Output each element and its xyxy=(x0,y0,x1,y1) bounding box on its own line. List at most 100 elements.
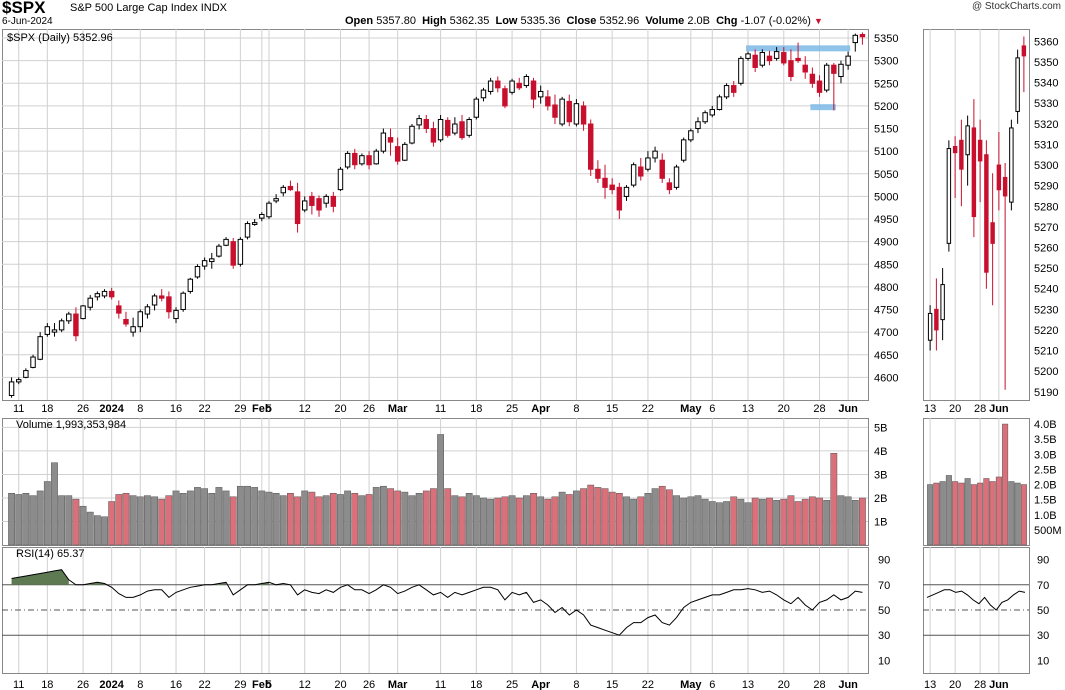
inset-price-tick-label: 5280 xyxy=(1034,201,1058,213)
volume-bar xyxy=(22,493,30,546)
date-tick-label: 28 xyxy=(813,403,825,415)
inset-price-candle-body xyxy=(984,154,989,273)
inset-price-candle-body xyxy=(940,284,945,321)
inset-price-tick-label: 5340 xyxy=(1034,78,1058,90)
volume-label: Volume xyxy=(645,15,685,27)
price-candle-body xyxy=(394,146,401,162)
volume-bar xyxy=(129,495,137,546)
inset-volume-bar xyxy=(952,481,959,546)
volume-bar xyxy=(8,493,15,546)
date-tick-label: Jun xyxy=(838,679,858,690)
price-candle-body xyxy=(752,54,758,68)
inset-volume-bar xyxy=(958,482,965,546)
price-candle-body xyxy=(423,118,429,130)
date-tick-label: 25 xyxy=(506,679,518,690)
price-candle-body xyxy=(337,168,344,191)
volume-bar xyxy=(751,497,759,546)
price-candle-body xyxy=(666,182,673,191)
volume-bar xyxy=(573,490,580,546)
price-candle-body xyxy=(452,123,458,134)
date-tick-label: 22 xyxy=(199,403,211,415)
price-candle-body xyxy=(194,266,201,278)
inset-price-tick-label: 5270 xyxy=(1034,222,1058,234)
volume-bar xyxy=(587,484,595,546)
volume-bar xyxy=(43,481,51,546)
chart-date: 6-Jun-2024 xyxy=(2,16,53,27)
volume-bar xyxy=(101,516,108,546)
volume-bar xyxy=(630,498,638,546)
date-tick-label: Feb xyxy=(252,679,272,690)
price-candle-body xyxy=(302,200,308,211)
inset-volume-tick-label: 500M xyxy=(1034,525,1062,537)
inset-price-tick-label: 5290 xyxy=(1034,181,1058,193)
price-candle-body xyxy=(638,166,644,177)
low-value: 5335.36 xyxy=(520,15,561,27)
date-tick-label: 22 xyxy=(642,403,654,415)
date-tick-label: May xyxy=(680,403,702,415)
volume-bar xyxy=(637,496,645,546)
stockcharts-credit[interactable]: @ StockCharts.com xyxy=(971,1,1061,12)
date-tick-label: 8 xyxy=(573,403,579,415)
price-candle-body xyxy=(237,238,244,265)
price-candle-body xyxy=(537,90,544,98)
inset-price-candle-body xyxy=(996,164,1002,191)
volume-bar xyxy=(658,485,666,546)
volume-bar xyxy=(337,494,344,546)
price-tick-label: 5150 xyxy=(874,124,898,136)
security-name: S&P 500 Large Cap Index INDX xyxy=(70,2,227,14)
price-candle-body xyxy=(209,258,215,263)
price-candle-body xyxy=(766,55,773,62)
price-candle-body xyxy=(731,85,737,93)
price-candle-body xyxy=(387,137,394,143)
price-candle-body xyxy=(409,125,415,144)
date-tick-label: 20 xyxy=(778,679,790,690)
volume-bar xyxy=(372,487,380,546)
price-candle-body xyxy=(87,297,93,308)
date-tick-label: 11 xyxy=(435,403,446,415)
price-candle-body xyxy=(466,118,472,136)
price-candle-body xyxy=(266,202,272,218)
inset-volume-bar xyxy=(977,482,984,546)
panel-frame xyxy=(2,418,869,546)
price-candle-body xyxy=(244,223,251,238)
close-label: Close xyxy=(566,15,597,27)
inset-price-candle-body xyxy=(927,312,933,341)
volume-bar xyxy=(623,496,630,546)
price-tick-label: 4850 xyxy=(874,259,898,271)
volume-bar xyxy=(144,495,151,546)
inset-volume-tick-label: 3.5B xyxy=(1034,434,1057,446)
price-candle-body xyxy=(187,278,194,292)
volume-bar xyxy=(415,493,423,546)
volume-bar xyxy=(665,489,673,546)
inset-volume-tick-label: 1.0B xyxy=(1034,510,1057,522)
date-tick-label: 22 xyxy=(199,679,211,690)
price-candle-body xyxy=(294,191,301,225)
volume-bar xyxy=(158,498,166,546)
date-tick-label: 20 xyxy=(334,403,346,415)
price-candle-body xyxy=(795,57,801,62)
price-candle-body xyxy=(251,222,258,225)
inset-price-tick-label: 5300 xyxy=(1034,160,1058,172)
date-tick-label: Mar xyxy=(388,403,408,415)
inset-price-tick-label: 5330 xyxy=(1034,98,1058,110)
volume-bar xyxy=(651,488,659,546)
panel-frame xyxy=(923,29,1030,401)
inset-price-tick-label: 5360 xyxy=(1034,36,1058,48)
chart-marks xyxy=(8,32,1027,636)
volume-bar xyxy=(408,495,416,546)
price-candle-body xyxy=(259,214,265,219)
inset-date-tick-label: Jun xyxy=(989,679,1009,690)
price-candle-body xyxy=(552,104,558,118)
rsi-tick-label: 90 xyxy=(878,555,890,567)
price-candle-body xyxy=(216,245,222,257)
inset-rsi-tick-label: 50 xyxy=(1037,605,1049,617)
price-tick-label: 4900 xyxy=(874,237,898,249)
volume-bar xyxy=(93,515,101,546)
price-tick-label: 5100 xyxy=(874,146,898,158)
inset-price-candle-body xyxy=(934,308,939,331)
volume-bar xyxy=(580,488,587,546)
rsi-panel-label: RSI(14) 65.37 xyxy=(16,548,84,560)
price-candle-body xyxy=(459,121,465,139)
symbol-title: $SPX xyxy=(2,0,46,17)
